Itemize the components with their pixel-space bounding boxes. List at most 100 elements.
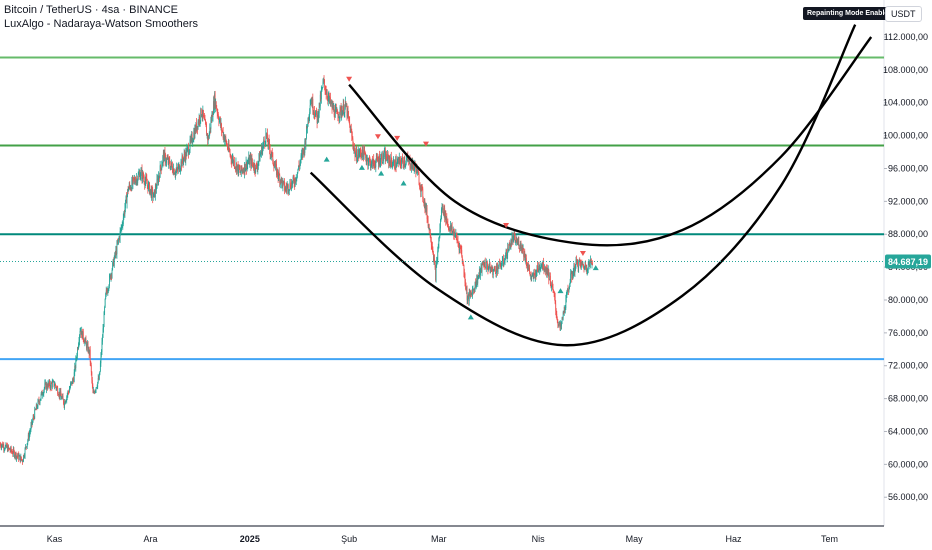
candle-body: [262, 146, 264, 154]
candle-body: [435, 265, 437, 281]
candle-body: [439, 220, 441, 229]
candle-body: [317, 112, 319, 124]
candle-body: [192, 141, 194, 143]
candle-body: [107, 289, 109, 291]
indicator-title[interactable]: LuxAlgo - Nadaraya-Watson Smoothers: [4, 18, 199, 30]
candle-body: [251, 158, 252, 166]
candle-body: [433, 258, 435, 261]
candle-body: [168, 158, 170, 161]
candle-body: [254, 170, 256, 173]
smoother-curve: [348, 36, 873, 247]
candle-body: [428, 224, 430, 227]
candle-body: [62, 396, 63, 398]
time-tick-label: Mar: [431, 534, 447, 544]
candle-body: [413, 166, 415, 170]
candle-body: [153, 190, 155, 194]
candle-body: [433, 253, 434, 261]
candle-body: [312, 110, 314, 113]
candle-body: [366, 159, 368, 162]
candle-body: [515, 241, 517, 243]
candle-body: [247, 162, 249, 164]
candle-body: [308, 117, 309, 120]
candle-body: [484, 261, 486, 267]
candle-body: [207, 137, 209, 140]
candle-body: [33, 417, 35, 419]
candle-body: [509, 242, 511, 244]
candle-body: [181, 161, 182, 167]
candle-body: [540, 265, 542, 269]
candle-body: [369, 158, 370, 160]
candle-body: [259, 155, 261, 162]
candle-body: [464, 274, 466, 283]
time-axis[interactable]: Kas Ara 2025 Şub Mar Nis May Haz Tem: [0, 525, 884, 544]
candle-body: [353, 148, 355, 150]
price-tick-label: 108.000,00: [883, 65, 928, 75]
candle-body: [384, 151, 386, 153]
candle-body: [7, 445, 9, 452]
candle-body: [4, 445, 6, 449]
currency-button[interactable]: USDT: [885, 6, 922, 22]
candle-body: [77, 348, 78, 357]
candle-body: [204, 116, 205, 120]
candle-body: [309, 105, 311, 113]
candle-body: [590, 259, 592, 262]
candle-body: [365, 158, 367, 162]
candle-body: [369, 159, 371, 161]
candle-body: [373, 163, 375, 164]
candle-body: [63, 399, 64, 404]
candle-body: [424, 201, 426, 210]
candle-body: [357, 154, 359, 161]
candle-body: [184, 156, 186, 161]
candle-body: [44, 382, 46, 384]
candle-body: [170, 162, 172, 166]
candle-body: [2, 445, 4, 448]
candle-body: [567, 289, 568, 293]
candle-body: [399, 157, 401, 160]
candle-body: [390, 156, 392, 163]
candle-body: [97, 378, 99, 383]
candle-body: [51, 382, 53, 388]
candle-body: [89, 349, 91, 362]
candle-body: [9, 449, 11, 451]
candle-body: [425, 204, 427, 212]
candle-body: [24, 455, 25, 457]
candle-body: [537, 265, 538, 270]
candle-body: [172, 171, 174, 174]
candle-body: [232, 157, 234, 160]
candle-body: [471, 292, 473, 297]
candle-body: [525, 258, 527, 262]
candle-body: [239, 169, 241, 171]
candle-body: [455, 233, 457, 237]
candle-body: [169, 165, 171, 170]
candle-body: [47, 383, 49, 389]
candle-body: [496, 266, 497, 274]
candle-body: [348, 115, 349, 118]
candle-body: [86, 344, 88, 349]
sell-signal-marker: [374, 134, 381, 140]
candle-body: [43, 390, 45, 395]
candle-body: [179, 170, 181, 172]
sell-signal-marker: [579, 250, 586, 256]
candle-body: [517, 240, 519, 242]
candle-body: [330, 97, 331, 104]
candle-body: [231, 159, 233, 163]
candle-body: [197, 126, 198, 129]
candle-body: [264, 141, 266, 144]
candle-body: [557, 321, 559, 325]
candle-body: [44, 383, 46, 388]
candle-body: [115, 249, 117, 255]
candle-body: [21, 459, 23, 461]
candle-body: [68, 392, 70, 393]
candle-body: [575, 264, 576, 271]
candle-body: [32, 417, 34, 421]
symbol-title[interactable]: Bitcoin / TetherUS · 4sa · BINANCE: [4, 4, 179, 16]
candle-body: [386, 154, 387, 160]
candle-body: [573, 265, 575, 273]
candle-body: [214, 93, 215, 108]
candle-body: [292, 180, 293, 185]
candle-body: [115, 249, 117, 254]
candle-body: [523, 248, 525, 257]
candle-body: [442, 204, 443, 207]
last-price-label: 84.687,19: [885, 254, 931, 269]
